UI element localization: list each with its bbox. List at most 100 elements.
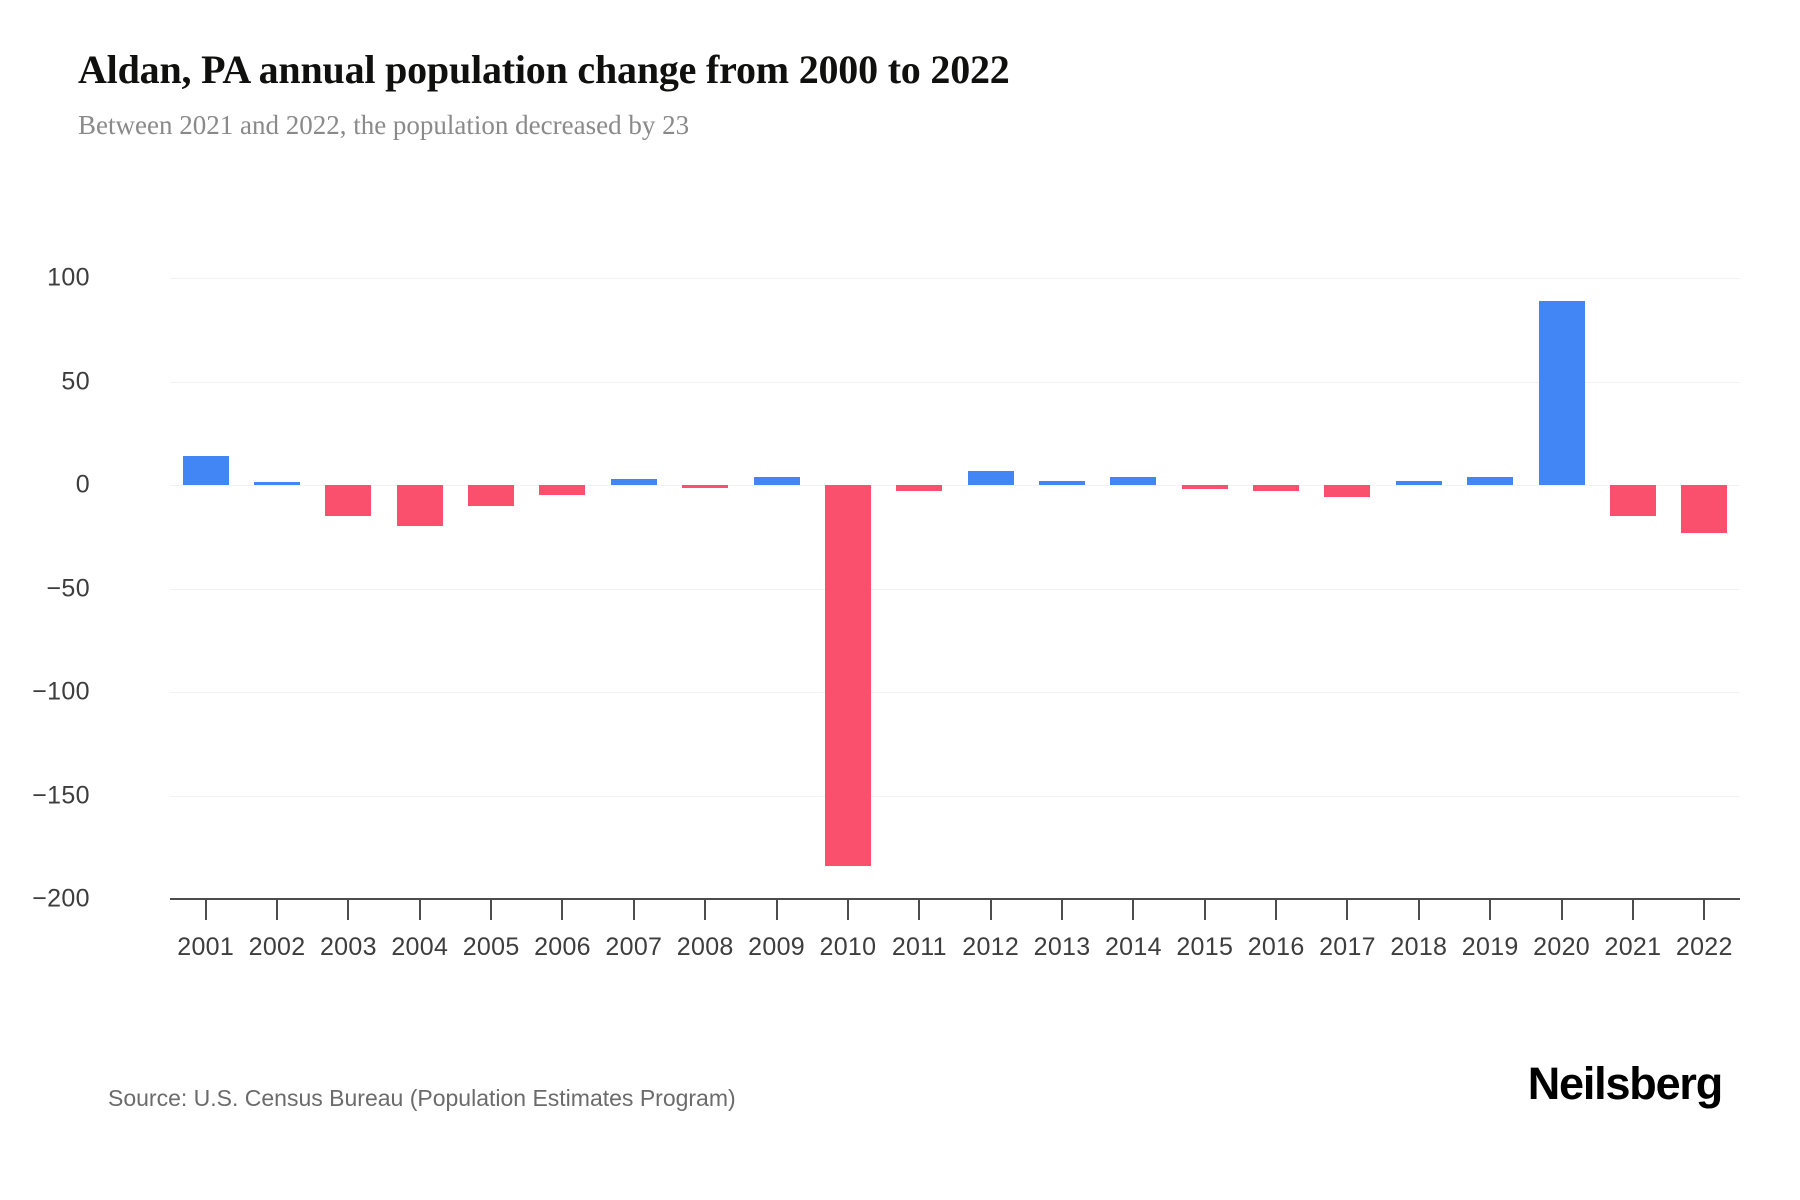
x-axis-tick-label: 2006 [534, 933, 591, 961]
x-axis-tick-label: 2002 [248, 933, 306, 961]
gridline [170, 588, 1740, 590]
x-axis-tick-label: 2005 [462, 933, 520, 961]
bar-2008[interactable] [682, 485, 729, 488]
x-axis-tick [989, 900, 992, 920]
bar-slot: 2022 [1669, 278, 1740, 961]
bar-2001[interactable] [182, 456, 229, 485]
bar-2014[interactable] [1110, 476, 1157, 485]
x-axis-tick [1560, 900, 1563, 920]
bar-2015[interactable] [1181, 485, 1228, 490]
x-axis-tick-label: 2010 [819, 933, 877, 961]
bar-2007[interactable] [610, 478, 657, 485]
x-axis-tick-label: 2009 [748, 933, 805, 961]
x-axis-tick [418, 900, 421, 920]
x-axis-tick [632, 900, 635, 920]
bar-2005[interactable] [468, 485, 515, 506]
x-axis-tick-label: 2004 [391, 933, 449, 961]
x-axis-tick [1703, 900, 1706, 920]
x-axis-tick-label: 2018 [1390, 933, 1448, 961]
bar-slot: 2013 [1026, 278, 1097, 961]
bar-slot: 2004 [384, 278, 455, 961]
bar-2013[interactable] [1039, 480, 1086, 485]
x-axis-tick [561, 900, 564, 920]
x-axis-tick [1631, 900, 1634, 920]
bar-2021[interactable] [1609, 485, 1656, 517]
x-axis-tick-label: 2011 [891, 933, 947, 961]
gridline [170, 692, 1740, 693]
bar-slot: 2011 [884, 278, 955, 961]
x-axis-tick [490, 900, 493, 920]
x-axis-tick-label: 2014 [1104, 933, 1162, 961]
bar-slot: 2019 [1455, 278, 1526, 961]
bar-slot: 2006 [527, 278, 598, 961]
page-title: Aldan, PA annual population change from … [78, 47, 1010, 92]
bar-slot: 2009 [741, 278, 812, 961]
bar-2018[interactable] [1395, 480, 1442, 485]
bar-slot: 2016 [1240, 278, 1311, 961]
bar-2002[interactable] [254, 482, 301, 485]
x-axis-tick [276, 900, 279, 920]
x-axis-tick [1203, 900, 1206, 920]
x-axis-tick-label: 2007 [605, 933, 663, 961]
y-axis-tick-label: −50 [46, 574, 90, 602]
x-axis-tick-label: 2019 [1461, 933, 1519, 961]
bar-2009[interactable] [753, 476, 800, 485]
x-axis-tick-label: 2008 [676, 933, 734, 961]
bar-slot: 2012 [955, 278, 1026, 961]
x-axis-tick [846, 900, 849, 920]
bar-2022[interactable] [1681, 485, 1728, 533]
bars-group: 2001 2002 2003 2004 2005 2006 2007 2008 2009 2010… [170, 278, 1740, 961]
gridline [170, 485, 1740, 486]
bar-slot: 2003 [313, 278, 384, 961]
bar-2010[interactable] [824, 485, 871, 866]
bar-2003[interactable] [325, 485, 372, 517]
chart-header: Aldan, PA annual population change from … [78, 46, 1718, 142]
x-axis-tick [1346, 900, 1349, 920]
bar-2012[interactable] [967, 470, 1014, 485]
x-axis-tick-label: 2020 [1533, 933, 1590, 961]
x-axis-tick [1061, 900, 1064, 920]
brand-logo: Neilsberg [1527, 1058, 1723, 1109]
y-axis-tick-label: −100 [32, 677, 90, 706]
bar-2011[interactable] [896, 485, 943, 492]
y-axis-tick-label: 0 [75, 470, 90, 499]
x-axis-tick-label: 2016 [1247, 933, 1305, 961]
x-axis-tick-label: 2003 [319, 933, 377, 961]
x-axis-tick-label: 2022 [1675, 933, 1733, 961]
x-axis-tick-label: 2015 [1176, 933, 1234, 961]
x-axis-tick [1132, 900, 1135, 920]
x-axis-tick-label: 2012 [962, 933, 1020, 961]
source-note: Source: U.S. Census Bureau (Population E… [108, 1085, 736, 1111]
bar-2017[interactable] [1324, 485, 1371, 498]
x-axis-tick [347, 900, 350, 920]
bar-slot: 2001 [170, 278, 241, 961]
x-axis-tick [704, 900, 707, 920]
x-axis-tick-label: 2001 [177, 933, 235, 961]
bar-slot: 2020 [1526, 278, 1597, 961]
bar-2004[interactable] [396, 485, 443, 527]
bar-2016[interactable] [1253, 485, 1300, 492]
bar-slot: 2005 [455, 278, 526, 961]
bar-slot: 2021 [1597, 278, 1668, 961]
y-axis-tick-label: −150 [32, 781, 90, 809]
bar-2006[interactable] [539, 485, 586, 496]
y-axis-tick-label: 100 [47, 263, 90, 292]
bar-slot: 2014 [1098, 278, 1169, 961]
x-axis-tick [1275, 900, 1278, 920]
bar-slot: 2002 [241, 278, 312, 961]
gridline [170, 795, 1740, 797]
y-axis-tick-label: 50 [61, 367, 90, 395]
x-axis-tick [1417, 900, 1420, 920]
bar-2019[interactable] [1467, 476, 1514, 485]
x-axis-tick-label: 2021 [1604, 933, 1662, 961]
bar-2020[interactable] [1538, 300, 1585, 485]
bar-slot: 2010 [812, 278, 883, 961]
bar-slot: 2017 [1312, 278, 1383, 961]
bar-slot: 2018 [1383, 278, 1454, 961]
x-axis-tick [1489, 900, 1492, 920]
x-axis-tick-label: 2017 [1319, 933, 1376, 961]
x-axis-tick [918, 900, 921, 920]
x-axis-line [170, 898, 1740, 900]
